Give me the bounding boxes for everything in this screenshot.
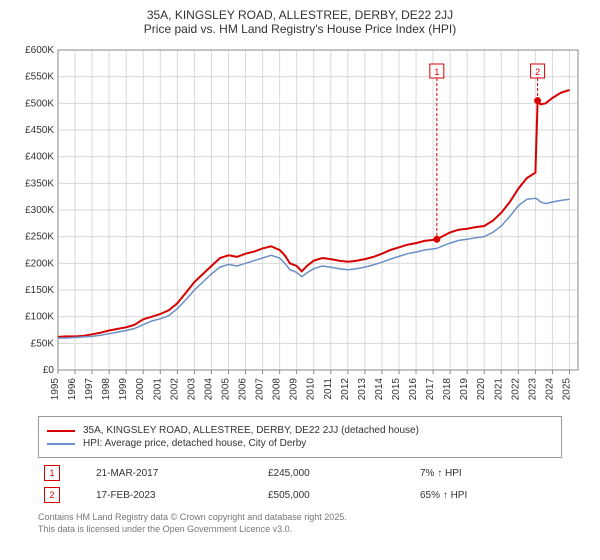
legend-item: 35A, KINGSLEY ROAD, ALLESTREE, DERBY, DE… [47, 425, 553, 436]
x-tick-label: 2020 [476, 378, 487, 401]
x-tick-label: 1997 [84, 378, 95, 401]
legend-item: HPI: Average price, detached house, City… [47, 438, 553, 449]
x-tick-label: 2007 [255, 378, 266, 401]
transaction-marker: 2 [44, 487, 60, 503]
x-tick-label: 2013 [357, 378, 368, 401]
y-tick-label: £100K [25, 312, 54, 323]
title-address: 35A, KINGSLEY ROAD, ALLESTREE, DERBY, DE… [8, 8, 592, 22]
x-tick-label: 2021 [493, 378, 504, 401]
x-tick-label: 1995 [50, 378, 61, 401]
y-tick-label: £300K [25, 205, 54, 216]
x-tick-label: 2000 [135, 378, 146, 401]
line-chart-svg: £0 £50K £100K £150K £200K £250K £300K £350K £400… [10, 40, 590, 410]
x-tick-label: 2004 [203, 378, 214, 401]
x-tick-label: 2001 [152, 378, 163, 401]
y-tick-label: £250K [25, 232, 54, 243]
chart-titles: 35A, KINGSLEY ROAD, ALLESTREE, DERBY, DE… [8, 8, 592, 36]
transaction-marker: 1 [44, 465, 60, 481]
chart-area: £0 £50K £100K £150K £200K £250K £300K £350K £400… [10, 40, 590, 410]
legend-label: HPI: Average price, detached house, City… [83, 438, 306, 449]
legend-swatch [47, 430, 75, 432]
x-tick-label: 2012 [340, 378, 351, 401]
chart-footer: Contains HM Land Registry data © Crown c… [38, 512, 562, 535]
x-tick-label: 2019 [459, 378, 470, 401]
x-tick-label: 2005 [220, 378, 231, 401]
transaction-date: 21-MAR-2017 [90, 462, 262, 484]
x-tick-label: 2023 [527, 378, 538, 401]
marker-label-2: 2 [535, 67, 540, 77]
y-tick-label: £200K [25, 258, 54, 269]
marker-dot-1 [433, 236, 440, 243]
x-tick-label: 2018 [442, 378, 453, 401]
x-tick-label: 2003 [186, 378, 197, 401]
x-tick-label: 2016 [408, 378, 419, 401]
y-tick-label: £350K [25, 178, 54, 189]
transaction-price: £245,000 [262, 462, 414, 484]
y-tick-label: £550K [25, 72, 54, 83]
legend-swatch [47, 443, 75, 445]
chart-legend: 35A, KINGSLEY ROAD, ALLESTREE, DERBY, DE… [38, 416, 562, 458]
y-tick-label: £500K [25, 98, 54, 109]
x-tick-label: 2024 [544, 378, 555, 401]
x-tick-label: 2002 [169, 378, 180, 401]
legend-label: 35A, KINGSLEY ROAD, ALLESTREE, DERBY, DE… [83, 425, 419, 436]
x-tick-label: 1996 [67, 378, 78, 401]
table-row: 2 17-FEB-2023£505,00065% ↑ HPI [38, 484, 562, 506]
y-tick-label: £0 [43, 365, 55, 376]
x-tick-label: 1999 [118, 378, 129, 401]
x-tick-label: 2010 [306, 378, 317, 401]
x-tick-label: 2022 [510, 378, 521, 401]
footer-copyright: Contains HM Land Registry data © Crown c… [38, 512, 562, 524]
x-tick-label: 2025 [561, 378, 572, 401]
transaction-date: 17-FEB-2023 [90, 484, 262, 506]
transaction-delta: 7% ↑ HPI [414, 462, 562, 484]
y-tick-label: £450K [25, 125, 54, 136]
marker-label-1: 1 [434, 67, 439, 77]
transactions-table: 1 21-MAR-2017£245,0007% ↑ HPI 2 17-FEB-2023… [38, 462, 562, 506]
x-tick-label: 2006 [238, 378, 249, 401]
x-tick-label: 2015 [391, 378, 402, 401]
footer-licence: This data is licensed under the Open Gov… [38, 524, 562, 536]
table-row: 1 21-MAR-2017£245,0007% ↑ HPI [38, 462, 562, 484]
x-tick-label: 2008 [272, 378, 283, 401]
x-tick-label: 2009 [289, 378, 300, 401]
chart-container: 35A, KINGSLEY ROAD, ALLESTREE, DERBY, DE… [0, 0, 600, 560]
y-tick-label: £400K [25, 152, 54, 163]
x-tick-label: 2014 [374, 378, 385, 401]
x-tick-label: 2017 [425, 378, 436, 401]
y-tick-label: £600K [25, 45, 54, 56]
y-tick-label: £150K [25, 285, 54, 296]
title-subtitle: Price paid vs. HM Land Registry's House … [8, 22, 592, 36]
x-tick-label: 2011 [323, 378, 334, 400]
x-tick-label: 1998 [101, 378, 112, 401]
marker-dot-2 [534, 97, 541, 104]
y-tick-label: £50K [31, 338, 55, 349]
transaction-price: £505,000 [262, 484, 414, 506]
transaction-delta: 65% ↑ HPI [414, 484, 562, 506]
